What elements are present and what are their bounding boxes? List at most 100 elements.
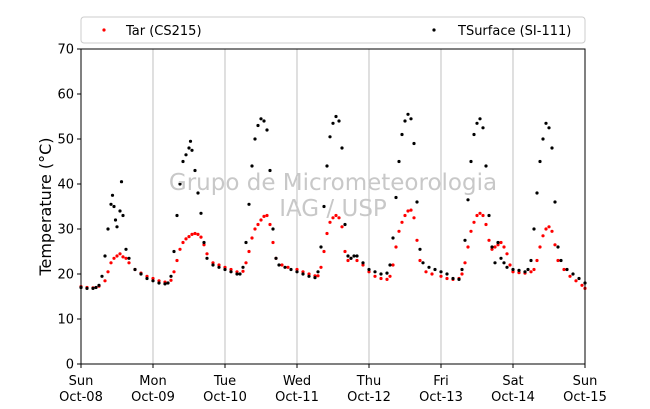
tar-point	[241, 269, 245, 273]
tar-point	[403, 213, 407, 218]
tsurface-point	[445, 272, 449, 276]
y-tick-label: 60	[57, 88, 74, 103]
tar-point	[181, 240, 185, 245]
tsurface-point	[211, 263, 215, 267]
tsurface-point	[337, 119, 341, 123]
tsurface-point	[307, 274, 311, 278]
x-tick-label-day: Sat	[502, 374, 523, 389]
tsurface-point	[325, 164, 329, 168]
tar-point	[334, 213, 338, 218]
tar-point	[499, 240, 503, 245]
tsurface-point	[544, 121, 548, 125]
tsurface-point	[223, 267, 227, 272]
legend-label-tar: Tar (CS215)	[125, 24, 202, 39]
tar-point	[502, 245, 506, 249]
tsurface-point	[187, 146, 191, 150]
tar-point	[103, 279, 107, 283]
tar-point	[400, 220, 404, 224]
tsurface-point	[451, 276, 455, 281]
tsurface-point	[472, 132, 476, 137]
tar-point	[562, 267, 566, 272]
tsurface-point	[247, 202, 251, 206]
tar-point	[325, 231, 329, 236]
tsurface-point	[190, 148, 194, 152]
tar-point	[556, 258, 560, 263]
tar-point	[157, 279, 161, 283]
tsurface-point	[277, 263, 281, 267]
tar-point	[490, 247, 494, 251]
tsurface-point	[163, 282, 167, 286]
tsurface-point	[559, 258, 563, 263]
tar-point	[211, 261, 215, 265]
tsurface-point	[496, 240, 500, 245]
tar-point	[388, 274, 392, 278]
tsurface-point	[188, 139, 193, 143]
tsurface-point	[334, 114, 338, 119]
tar-point	[466, 245, 470, 249]
tsurface-point	[538, 159, 542, 164]
tsurface-point	[301, 272, 305, 276]
plot-frame	[80, 48, 586, 365]
tar-point	[385, 277, 389, 281]
tar-point	[151, 276, 155, 281]
tsurface-point	[427, 265, 431, 269]
tar-point	[424, 270, 428, 274]
tsurface-point	[244, 240, 248, 245]
tsurface-point	[469, 159, 473, 164]
tar-point	[472, 220, 476, 224]
tar-point	[481, 213, 485, 218]
tar-point	[463, 261, 467, 265]
tar-point	[316, 274, 320, 278]
tsurface-point	[526, 267, 530, 272]
tar-point	[112, 256, 116, 260]
tsurface-point	[97, 283, 101, 287]
tar-point	[475, 213, 479, 218]
x-tick-label-day: Fri	[433, 374, 449, 389]
tsurface-point	[505, 265, 509, 269]
tar-point	[196, 232, 200, 236]
tsurface-point	[184, 153, 188, 157]
tsurface-point	[391, 236, 395, 240]
x-axis: SunOct-08MonOct-09TueOct-10WedOct-11ThuO…	[59, 364, 607, 405]
tsurface-point	[343, 222, 347, 227]
tar-point	[223, 265, 227, 269]
tsurface-point	[412, 141, 416, 146]
tsurface-point	[133, 267, 137, 272]
x-tick-label-day: Mon	[139, 374, 166, 389]
x-tick-label-date: Oct-12	[347, 390, 391, 405]
watermark-line-1: Grupo de Micrometeorologia	[169, 170, 497, 196]
tsurface-point	[433, 267, 437, 272]
tsurface-point	[535, 191, 539, 195]
tsurface-point	[484, 164, 488, 168]
grid	[152, 49, 514, 364]
tsurface-point	[403, 119, 407, 123]
tsurface-point	[256, 123, 260, 128]
tar-point	[172, 270, 176, 274]
tsurface-point	[193, 168, 197, 173]
series-tsurface	[79, 112, 587, 290]
tar-point	[412, 216, 416, 220]
y-tick-label: 50	[57, 133, 74, 148]
tar-point	[307, 272, 311, 276]
x-tick-label-day: Wed	[283, 374, 311, 389]
tsurface-point	[400, 132, 404, 137]
tsurface-point	[478, 117, 482, 121]
tar-point	[244, 261, 248, 265]
tar-point	[445, 276, 449, 281]
tsurface-point	[241, 265, 245, 269]
tar-point	[328, 220, 332, 224]
tar-point	[550, 229, 554, 233]
tsurface-point	[181, 159, 185, 164]
tar-point	[265, 213, 269, 218]
tar-point	[256, 222, 260, 227]
tsurface-point	[178, 182, 182, 186]
tar-point	[541, 234, 545, 238]
y-tick-label: 20	[57, 268, 74, 283]
tsurface-point	[523, 270, 527, 274]
tar-point	[511, 270, 515, 274]
tar-point	[439, 274, 443, 278]
tsurface-point	[100, 274, 104, 278]
tsurface-point	[475, 121, 479, 125]
tsurface-point	[199, 211, 203, 215]
